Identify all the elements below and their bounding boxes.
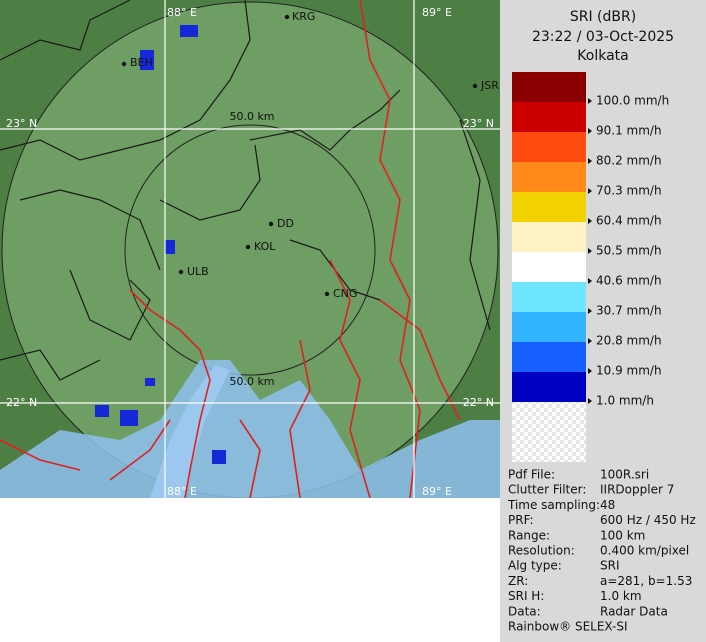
city-label: CNG — [333, 287, 357, 300]
legend-swatch — [512, 102, 586, 132]
city-label: KOL — [254, 240, 276, 253]
info-value: a=281, b=1.53 — [600, 574, 692, 588]
info-key: SRI H: — [508, 589, 544, 603]
legend-swatch — [512, 342, 586, 372]
info-value: 48 — [600, 498, 615, 512]
legend-marker — [588, 308, 592, 314]
legend-marker — [588, 248, 592, 254]
legend-label: 1.0 mm/h — [596, 394, 654, 408]
legend-marker — [588, 158, 592, 164]
grid-label: 88° E — [167, 485, 197, 498]
legend-marker — [588, 368, 592, 374]
info-key: PRF: — [508, 513, 534, 527]
city-label: BEH — [130, 56, 153, 69]
legend-marker — [588, 218, 592, 224]
blank-area — [0, 498, 500, 642]
grid-label: 23° N — [463, 117, 494, 130]
range-label: 50.0 km — [229, 375, 274, 388]
info-value: IIRDoppler 7 — [600, 483, 674, 497]
legend-label: 40.6 mm/h — [596, 274, 662, 288]
legend-title: SRI (dBR) — [570, 9, 636, 25]
legend-label: 60.4 mm/h — [596, 214, 662, 228]
info-key: Clutter Filter: — [508, 483, 586, 497]
grid-label: 88° E — [167, 6, 197, 19]
legend-time: 23:22 / 03-Oct-2025 — [532, 29, 674, 45]
legend-label: 50.5 mm/h — [596, 244, 662, 258]
info-value: 1.0 km — [600, 589, 642, 603]
city-label: KRG — [292, 10, 315, 23]
legend-swatch — [512, 132, 586, 162]
legend-swatch — [512, 72, 586, 102]
legend-marker — [588, 128, 592, 134]
info-value: 100R.sri — [600, 468, 649, 482]
legend-label: 30.7 mm/h — [596, 304, 662, 318]
city-label: ULB — [187, 265, 209, 278]
legend-site: Kolkata — [577, 48, 628, 64]
city-label: JSR — [480, 79, 499, 92]
legend-label: 80.2 mm/h — [596, 154, 662, 168]
legend-swatch — [512, 222, 586, 252]
legend-label: 90.1 mm/h — [596, 124, 662, 138]
info-key: Alg type: — [508, 559, 562, 573]
info-key: Time sampling: — [507, 498, 600, 512]
legend-empty — [512, 402, 586, 462]
legend-marker — [588, 338, 592, 344]
legend-marker — [588, 188, 592, 194]
legend-label: 10.9 mm/h — [596, 364, 662, 378]
info-key: Resolution: — [508, 544, 575, 558]
legend-marker — [588, 98, 592, 104]
info-key: Range: — [508, 528, 550, 542]
map — [0, 0, 500, 498]
legend-marker — [588, 398, 592, 404]
info-value: 600 Hz / 450 Hz — [600, 513, 696, 527]
range-label: 50.0 km — [229, 110, 274, 123]
info-value: 0.400 km/pixel — [600, 544, 689, 558]
footer: Rainbow® SELEX-SI — [508, 620, 628, 634]
grid-label: 22° N — [463, 396, 494, 409]
info-value: Radar Data — [600, 604, 668, 618]
city-label: DD — [277, 217, 294, 230]
grid-label: 23° N — [6, 117, 37, 130]
grid-label: 22° N — [6, 396, 37, 409]
legend-swatch — [512, 192, 586, 222]
legend-label: 100.0 mm/h — [596, 94, 669, 108]
legend-swatch — [512, 312, 586, 342]
legend-swatch — [512, 252, 586, 282]
legend-swatch — [512, 372, 586, 402]
legend-swatch — [512, 162, 586, 192]
info-value: 100 km — [600, 528, 645, 542]
legend-swatch — [512, 282, 586, 312]
info-value: SRI — [600, 559, 620, 573]
legend-label: 70.3 mm/h — [596, 184, 662, 198]
legend-marker — [588, 278, 592, 284]
info-key: ZR: — [508, 574, 528, 588]
grid-label: 89° E — [422, 6, 452, 19]
grid-label: 89° E — [422, 485, 452, 498]
info-key: Pdf File: — [508, 468, 555, 482]
legend-label: 20.8 mm/h — [596, 334, 662, 348]
info-key: Data: — [508, 604, 541, 618]
